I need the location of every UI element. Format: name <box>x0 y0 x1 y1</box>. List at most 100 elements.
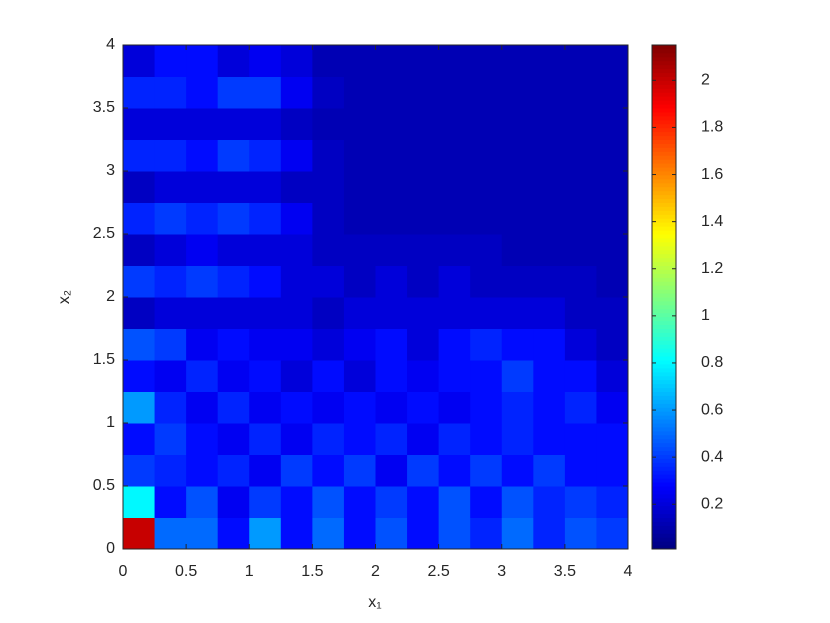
colorbar-swatch <box>652 52 676 58</box>
heat-cell <box>154 360 187 392</box>
colorbar-swatch <box>652 135 676 140</box>
colorbar-swatch <box>652 316 676 322</box>
heat-cell <box>596 45 629 77</box>
heat-cell <box>375 202 408 235</box>
colorbar-swatch <box>652 253 676 259</box>
heat-cell <box>470 76 503 109</box>
heat-cell <box>407 486 440 518</box>
colorbar-swatch <box>652 399 676 404</box>
heat-cell <box>312 76 345 109</box>
heat-cell <box>564 139 597 172</box>
colorbar-swatch <box>652 340 676 345</box>
heat-cell <box>217 423 250 455</box>
heat-cell <box>533 108 566 140</box>
colorbar-swatch <box>652 312 676 318</box>
colorbar-swatch <box>652 446 676 452</box>
heat-cell <box>343 297 376 329</box>
heat-cell <box>249 45 282 77</box>
heat-cell <box>470 517 503 550</box>
colorbar-swatch <box>652 119 676 125</box>
heat-cell <box>501 423 534 455</box>
heat-cell <box>217 202 250 235</box>
colorbar-swatch <box>652 525 676 530</box>
heat-cell <box>312 486 345 518</box>
colorbar-swatch <box>652 395 676 400</box>
heat-cell <box>501 108 534 140</box>
colorbar-swatch <box>652 226 676 231</box>
heat-cell <box>249 139 282 172</box>
y-tick-label: 2.5 <box>93 225 115 242</box>
colorbar-swatch <box>652 462 676 467</box>
colorbar-swatch <box>652 537 676 542</box>
heat-cell <box>470 108 503 140</box>
colorbar-swatch <box>652 277 676 282</box>
heat-cell <box>470 297 503 329</box>
heat-cell <box>533 360 566 392</box>
heat-cell <box>123 234 156 266</box>
colorbar-swatch <box>652 466 676 471</box>
heat-cell <box>217 171 250 203</box>
colorbar-swatch <box>652 96 676 101</box>
colorbar-swatch <box>652 454 676 459</box>
heat-cell <box>501 171 534 203</box>
colorbar-swatch <box>652 80 676 85</box>
heat-cell <box>596 423 629 455</box>
heat-cell <box>249 108 282 140</box>
heat-cell <box>596 486 629 518</box>
x-tick-label: 0 <box>119 563 128 580</box>
colorbar-swatch <box>652 84 676 89</box>
heat-cell <box>407 171 440 203</box>
heat-cell <box>217 328 250 361</box>
colorbar-swatch <box>652 123 676 129</box>
heat-cell <box>249 391 282 424</box>
colorbar-swatch <box>652 155 676 160</box>
heat-cell <box>154 297 187 329</box>
colorbar-swatch <box>652 64 676 70</box>
heat-cell <box>407 45 440 77</box>
colorbar-tick-label: 0.2 <box>701 495 723 512</box>
heat-cell <box>280 139 313 172</box>
heat-cell <box>438 297 471 329</box>
heat-cell <box>375 45 408 77</box>
colorbar-swatch <box>652 300 676 306</box>
heat-cell <box>375 265 408 298</box>
heat-cell <box>501 517 534 550</box>
colorbar-swatch <box>652 104 676 109</box>
heat-cell <box>533 328 566 361</box>
heat-cell <box>249 328 282 361</box>
heat-cell <box>312 360 345 392</box>
heat-cell <box>249 297 282 329</box>
heat-cell <box>470 423 503 455</box>
heat-cell <box>186 454 219 487</box>
heat-cell <box>154 517 187 550</box>
colorbar-swatch <box>652 493 676 499</box>
colorbar-swatch <box>652 108 676 113</box>
colorbar-swatch <box>652 482 676 487</box>
colorbar-swatch <box>652 269 676 274</box>
heat-cell <box>438 76 471 109</box>
heat-cell <box>280 423 313 455</box>
heat-cell <box>249 234 282 266</box>
heat-cell <box>154 391 187 424</box>
colorbar-swatch <box>652 348 676 353</box>
heat-cell <box>375 297 408 329</box>
heat-cell <box>343 486 376 518</box>
heat-cell <box>564 486 597 518</box>
heat-cell <box>533 297 566 329</box>
heat-cell <box>438 391 471 424</box>
colorbar-swatch <box>652 474 676 479</box>
colorbar-swatch <box>652 88 676 93</box>
colorbar-swatch <box>652 442 676 448</box>
heat-cell <box>280 45 313 77</box>
heat-cell <box>407 454 440 487</box>
heat-cell <box>375 139 408 172</box>
heat-cell <box>280 234 313 266</box>
y-tick-label: 1 <box>106 414 115 431</box>
x-tick-label: 3.5 <box>554 563 576 580</box>
colorbar-swatch <box>652 159 676 164</box>
heat-cell <box>280 454 313 487</box>
colorbar-swatch <box>652 68 676 74</box>
heat-cell <box>533 265 566 298</box>
heat-cell <box>123 45 156 77</box>
heat-cell <box>564 297 597 329</box>
